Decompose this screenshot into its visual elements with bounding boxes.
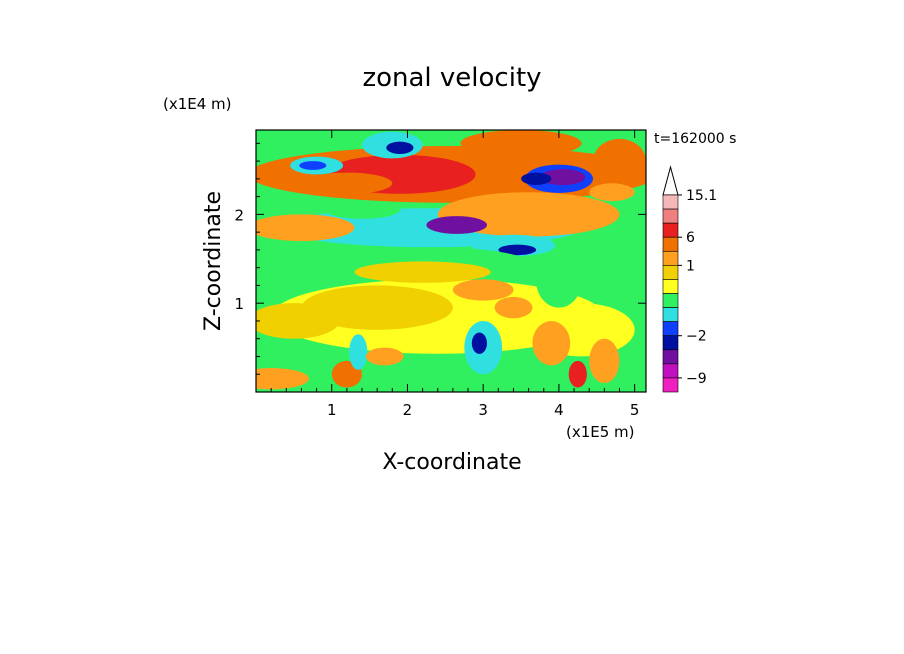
contour-region-10 xyxy=(426,216,488,234)
colorbar-segment-5 xyxy=(662,265,679,280)
contour-region-20 xyxy=(460,130,582,157)
contour-region-28 xyxy=(349,334,368,370)
x-tick-label-5: 5 xyxy=(630,401,640,419)
colorbar-segment-0 xyxy=(662,194,679,210)
x-tick-label-2: 2 xyxy=(403,401,413,419)
contour-region-33 xyxy=(494,296,533,319)
chart-title: zonal velocity xyxy=(362,63,541,93)
y-tick-label-1: 1 xyxy=(234,295,244,313)
contour-region-29 xyxy=(532,321,571,366)
colorbar-segment-10 xyxy=(662,335,679,351)
plot-frame xyxy=(255,129,647,393)
contour-region-24 xyxy=(354,261,491,283)
colorbar-label-2: 1 xyxy=(686,258,695,274)
x-unit-label: (x1E5 m) xyxy=(566,423,635,441)
colorbar-segment-13 xyxy=(662,377,679,393)
colorbar-segment-4 xyxy=(662,250,679,266)
colorbar-segment-9 xyxy=(662,321,679,337)
contour-region-9 xyxy=(301,172,393,194)
contour-region-6 xyxy=(256,214,355,241)
x-tick-label-1: 1 xyxy=(327,401,337,419)
contour-region-15 xyxy=(521,172,552,185)
contour-region-32 xyxy=(452,279,514,301)
contour-region-14 xyxy=(540,169,586,186)
contour-region-17 xyxy=(386,141,414,154)
contour-region-38 xyxy=(324,201,400,219)
contour-region-37 xyxy=(536,254,582,308)
colorbar-segment-2 xyxy=(662,222,679,238)
colorbar-extension xyxy=(662,165,679,196)
contour-region-34 xyxy=(256,368,309,390)
colorbar-segment-6 xyxy=(662,279,679,294)
y-tick-label-2: 2 xyxy=(234,206,244,224)
colorbar-segment-7 xyxy=(662,293,679,308)
contour-region-19 xyxy=(299,161,327,170)
contour-region-35 xyxy=(369,374,461,392)
contour-region-36 xyxy=(365,347,404,366)
x-axis-label: X-coordinate xyxy=(382,450,521,475)
x-tick-label-3: 3 xyxy=(478,401,488,419)
contour-region-26 xyxy=(471,332,487,354)
y-axis-ticks: 12 xyxy=(234,142,646,375)
contour-region-30 xyxy=(589,338,620,384)
colorbar: 15.1 6 1 −2 −9 xyxy=(662,165,717,393)
x-axis-ticks: 1 2 3 4 5 xyxy=(270,130,640,419)
colorbar-label-1: 6 xyxy=(686,230,695,246)
contour-region-31 xyxy=(568,360,587,388)
colorbar-segment-1 xyxy=(662,208,679,224)
contour-region-12 xyxy=(498,244,537,256)
plot-area xyxy=(256,130,646,392)
colorbar-segment-8 xyxy=(662,307,679,322)
y-unit-label: (x1E4 m) xyxy=(163,95,232,113)
colorbar-label-3: −2 xyxy=(686,329,707,345)
contour-field xyxy=(256,130,646,392)
time-label: t=162000 s xyxy=(654,131,736,147)
contour-region-1 xyxy=(301,285,453,330)
colorbar-segment-3 xyxy=(662,236,679,252)
contour-region-2 xyxy=(256,303,340,339)
colorbar-label-4: −9 xyxy=(686,371,707,387)
x-tick-label-4: 4 xyxy=(554,401,564,419)
colorbar-segment-11 xyxy=(662,349,679,365)
y-axis-label: Z-coordinate xyxy=(201,191,226,331)
contour-region-21 xyxy=(593,138,646,184)
colorbar-label-0: 15.1 xyxy=(686,188,717,204)
contour-region-22 xyxy=(589,183,635,202)
colorbar-segment-12 xyxy=(662,363,679,379)
